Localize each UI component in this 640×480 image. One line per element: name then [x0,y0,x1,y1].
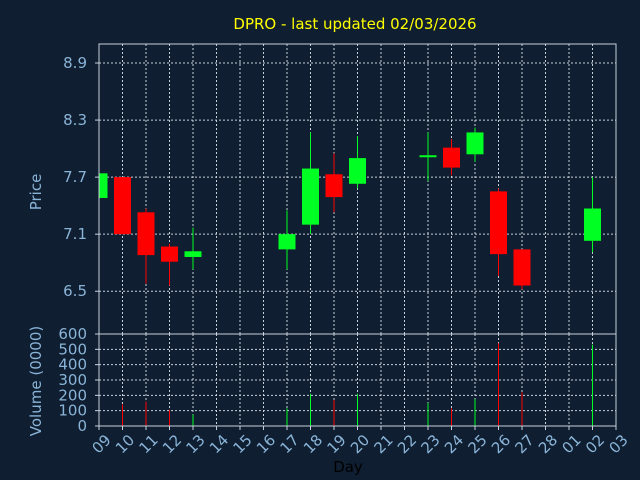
x-tick-label: 15 [230,431,256,457]
candle-20 [349,136,366,189]
candle-body [114,177,131,235]
x-axis-title: Day [333,458,363,476]
x-tick-label: 14 [206,431,232,457]
x-tick-label: 25 [465,431,491,457]
x-tick-label: 10 [112,431,138,457]
price-panel: 6.5 7.1 7.7 8.3 8.9 [63,43,617,335]
x-tick-label: 27 [512,431,538,457]
candle-body [443,147,460,168]
candle-body [161,246,178,262]
x-tick-label: 20 [347,431,373,457]
volume-bars [122,343,593,426]
x-tick-label: 17 [277,431,303,457]
x-ticks: 0910111213141516171819202122232425262728… [89,426,632,457]
x-tick-label: 02 [582,431,608,457]
candle-body [302,168,319,225]
x-tick-label: 24 [441,431,467,457]
candle-body [184,251,202,257]
price-tick-label: 8.9 [63,54,87,72]
candle-body [325,174,343,198]
candle-18 [302,132,319,235]
candle-body [513,249,531,286]
candle-body [278,234,296,250]
x-tick-label: 18 [300,431,326,457]
volume-tick-label: 500 [58,340,87,358]
candle-body [137,212,155,256]
x-tick-label: 01 [559,431,585,457]
x-tick-label: 26 [488,431,514,457]
volume-tick-label: 100 [58,402,87,420]
price-y-ticks: 6.5 7.1 7.7 8.3 8.9 [63,54,99,300]
x-tick-label: 23 [418,431,444,457]
volume-axis-title: Volume (0000) [27,326,45,436]
candle-23 [419,132,437,181]
candle-12 [161,243,178,286]
x-tick-label: 16 [253,431,279,457]
candle-24 [443,139,460,176]
price-tick-label: 6.5 [63,282,87,300]
candle-09 [98,173,108,199]
candle-17 [278,210,296,270]
volume-tick-label: 0 [77,417,87,435]
x-tick-label: 28 [535,431,561,457]
candle-10 [114,177,131,235]
candle-19 [325,153,343,213]
candle-25 [466,127,484,162]
candle-body [349,158,366,184]
candle-02 [584,177,601,253]
candle-13 [184,227,202,270]
x-tick-label: 22 [394,431,420,457]
candle-body [584,208,601,241]
candles [98,127,601,290]
x-tick-label: 12 [159,431,185,457]
candle-body [466,132,484,155]
price-grid [99,44,616,334]
volume-tick-label: 200 [58,386,87,404]
price-tick-label: 8.3 [63,111,87,129]
candle-26 [490,188,507,276]
candle-body [99,173,108,199]
candle-body [419,155,437,158]
volume-tick-label: 600 [58,325,87,343]
volume-tick-label: 300 [58,371,87,389]
x-tick-label: 09 [89,431,115,457]
price-tick-label: 7.7 [63,168,87,186]
x-tick-label: 19 [324,431,350,457]
volume-tick-label: 400 [58,356,87,374]
x-tick-label: 13 [183,431,209,457]
x-tick-label: 11 [136,431,162,457]
chart-title: DPRO - last updated 02/03/2026 [233,15,476,33]
candle-body [490,191,507,255]
price-tick-label: 7.1 [63,225,87,243]
price-axis-title: Price [27,174,45,211]
candle-27 [513,249,531,290]
x-tick-label: 21 [371,431,397,457]
x-tick-label: 03 [606,431,632,457]
candle-11 [137,208,155,284]
